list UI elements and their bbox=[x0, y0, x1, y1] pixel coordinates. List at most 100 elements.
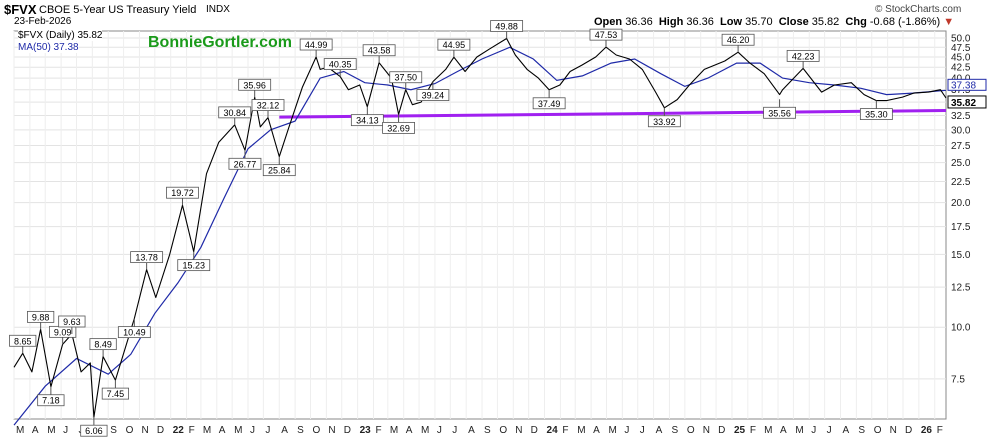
x-tick-label: N bbox=[890, 425, 897, 436]
annotation-label: 8.49 bbox=[94, 340, 112, 350]
annotation-box bbox=[228, 157, 262, 170]
annotation-box bbox=[786, 49, 820, 62]
x-tick-label: N bbox=[703, 425, 710, 436]
annotation-box bbox=[177, 259, 211, 272]
chg-label: Chg bbox=[845, 16, 867, 28]
x-tick-label: D bbox=[531, 425, 538, 436]
exchange-label: INDX bbox=[206, 4, 230, 15]
annotation-label: 44.99 bbox=[305, 40, 328, 50]
y-tick-label: 7.5 bbox=[951, 374, 965, 385]
x-tick-label: 25 bbox=[734, 425, 746, 436]
y-tick-label: 30.0 bbox=[951, 125, 971, 136]
annotation-box bbox=[262, 164, 296, 177]
x-tick-label: A bbox=[406, 425, 413, 436]
x-tick-label: O bbox=[126, 425, 134, 436]
price-last-label: 35.82 bbox=[951, 98, 976, 109]
high-label: High bbox=[658, 16, 684, 28]
annotation-box bbox=[437, 38, 471, 51]
x-tick-label: J bbox=[640, 425, 645, 436]
annotation-label: 13.78 bbox=[135, 253, 158, 263]
annotation-box bbox=[80, 424, 108, 437]
annotation-box bbox=[251, 99, 285, 111]
annotation-box bbox=[362, 44, 396, 57]
annotation-box bbox=[37, 394, 65, 407]
y-tick-label: 10.0 bbox=[951, 323, 971, 334]
annotation-box bbox=[89, 338, 117, 351]
y-tick-label: 15.0 bbox=[951, 250, 971, 261]
x-tick-label: J bbox=[250, 425, 255, 436]
x-tick-label: D bbox=[718, 425, 725, 436]
annotation-box bbox=[859, 108, 893, 120]
price-last-box bbox=[947, 95, 987, 109]
annotation-box bbox=[101, 387, 129, 400]
x-tick-label: S bbox=[671, 425, 678, 436]
y-tick-label: 47.5 bbox=[951, 43, 971, 54]
annotation-label: 32.12 bbox=[257, 101, 280, 111]
x-tick-label: M bbox=[203, 425, 211, 436]
x-tick-label: N bbox=[141, 425, 148, 436]
chg-value: -0.68 (-1.86%) bbox=[869, 16, 941, 28]
annotation-label: 19.72 bbox=[171, 188, 194, 198]
watermark: © StockCharts.com bbox=[875, 4, 962, 15]
annotation-label: 35.96 bbox=[243, 80, 266, 90]
annotation-label: 39.24 bbox=[422, 91, 445, 101]
x-tick-label: J bbox=[811, 425, 816, 436]
x-tick-label: O bbox=[312, 425, 320, 436]
x-tick-label: S bbox=[858, 425, 865, 436]
x-tick-label: O bbox=[499, 425, 507, 436]
x-tick-label: J bbox=[624, 425, 629, 436]
x-tick-label: M bbox=[421, 425, 429, 436]
open-label: Open bbox=[594, 16, 623, 28]
x-tick-label: J bbox=[265, 425, 270, 436]
x-tick-label: M bbox=[16, 425, 24, 436]
annotation-box bbox=[763, 106, 796, 119]
annotation-label: 9.09 bbox=[54, 327, 72, 337]
y-tick-label: 27.5 bbox=[951, 141, 971, 152]
annotation-box bbox=[117, 326, 151, 339]
annotation-box bbox=[532, 97, 566, 110]
x-tick-label: F bbox=[562, 425, 568, 436]
annotation-label: 34.13 bbox=[356, 116, 379, 126]
annotation-box bbox=[382, 121, 415, 134]
brand-label: BonnieGortler.com bbox=[148, 34, 293, 51]
annotation-box bbox=[647, 115, 681, 128]
annotation-label: 35.56 bbox=[768, 108, 791, 118]
x-tick-label: A bbox=[593, 425, 600, 436]
x-tick-label: S bbox=[484, 425, 491, 436]
annotation-box bbox=[323, 58, 357, 70]
annotation-label: 32.69 bbox=[387, 123, 410, 133]
annotation-box bbox=[589, 28, 623, 41]
x-tick-label: S bbox=[110, 425, 117, 436]
x-tick-label: M bbox=[764, 425, 772, 436]
x-tick-label: F bbox=[375, 425, 381, 436]
x-tick-label: 26 bbox=[921, 425, 933, 436]
annotation-box bbox=[27, 310, 55, 323]
annotation-box bbox=[416, 89, 450, 101]
x-tick-label: N bbox=[515, 425, 522, 436]
x-tick-label: A bbox=[656, 425, 663, 436]
x-tick-label: 23 bbox=[360, 425, 372, 436]
x-tick-label: O bbox=[874, 425, 882, 436]
x-tick-label: A bbox=[281, 425, 288, 436]
y-tick-label: 42.5 bbox=[951, 63, 971, 74]
annotation-label: 49.88 bbox=[495, 21, 518, 31]
annotation-label: 33.92 bbox=[653, 117, 676, 127]
annotation-label: 7.18 bbox=[42, 396, 60, 406]
annotation-label: 25.84 bbox=[268, 166, 291, 176]
annotation-box bbox=[490, 20, 524, 32]
annotation-label: 15.23 bbox=[182, 261, 205, 271]
annotation-label: 8.65 bbox=[14, 336, 32, 346]
y-tick-label: 20.0 bbox=[951, 198, 971, 209]
annotation-label: 44.95 bbox=[443, 40, 466, 50]
x-tick-label: M bbox=[47, 425, 55, 436]
x-tick-label: J bbox=[452, 425, 457, 436]
chart-date: 23-Feb-2026 bbox=[14, 16, 72, 27]
y-tick-label: 22.5 bbox=[951, 177, 971, 188]
x-tick-label: J bbox=[437, 425, 442, 436]
annotation-box bbox=[58, 315, 86, 328]
annotation-label: 35.30 bbox=[865, 110, 888, 120]
x-tick-label: D bbox=[157, 425, 164, 436]
annotation-label: 26.77 bbox=[234, 159, 257, 169]
symbol-name: CBOE 5-Year US Treasury Yield bbox=[39, 4, 197, 16]
